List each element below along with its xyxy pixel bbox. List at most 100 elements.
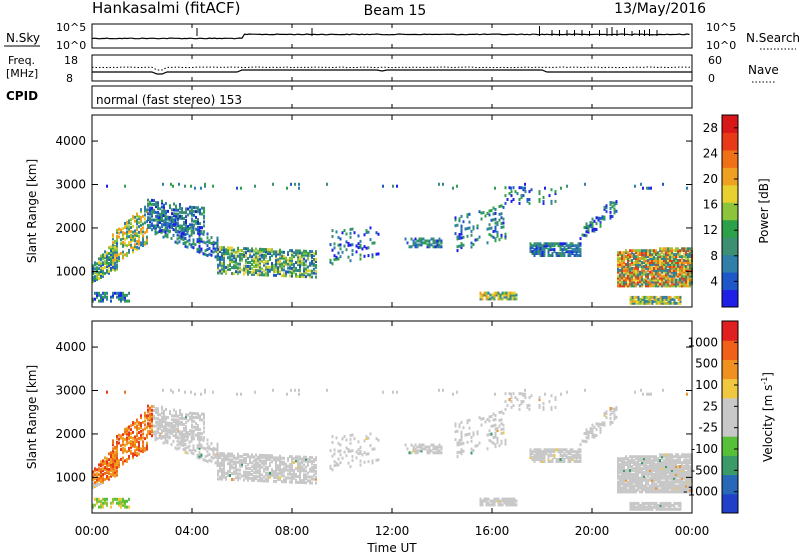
power-cell — [647, 264, 649, 268]
power-cell — [518, 186, 521, 190]
power-cell — [182, 236, 185, 240]
velocity-cell — [687, 470, 689, 474]
velocity-cell — [687, 476, 689, 480]
power-cell — [649, 257, 651, 260]
velocity-cell — [514, 396, 517, 400]
velocity-cell — [422, 443, 425, 447]
velocity-cell — [265, 477, 267, 481]
velocity-cell — [191, 437, 193, 441]
power-cell — [677, 282, 679, 286]
power-cell — [118, 297, 120, 301]
power-cell — [460, 224, 463, 228]
power-cell — [587, 224, 590, 228]
power-cell — [359, 257, 362, 261]
power-cell — [100, 295, 102, 299]
velocity-cell — [669, 463, 671, 466]
power-cell — [233, 272, 235, 276]
power-cell — [120, 242, 122, 246]
power-cell — [392, 184, 394, 188]
power-cell — [177, 212, 179, 216]
velocity-cell — [561, 458, 564, 461]
velocity-cell — [496, 438, 499, 442]
power-cell — [231, 258, 233, 262]
power-cell — [645, 257, 647, 260]
power-cell — [655, 276, 657, 280]
power-cell — [641, 278, 643, 282]
velocity-cell — [639, 468, 641, 472]
power-cell — [625, 268, 627, 272]
velocity-cell — [223, 456, 225, 460]
power-cell — [124, 237, 126, 241]
power-cell — [683, 282, 685, 286]
velocity-cell — [272, 388, 274, 392]
power-cell — [182, 238, 185, 242]
velocity-cell — [178, 442, 181, 446]
velocity-cell — [249, 461, 251, 465]
power-cell — [289, 274, 291, 278]
power-cell — [681, 270, 683, 274]
power-cell — [637, 282, 639, 286]
velocity-cell — [549, 454, 552, 458]
power-cell — [613, 201, 616, 205]
velocity-cell — [309, 479, 311, 483]
power-cell — [436, 239, 439, 243]
power-cell — [157, 205, 159, 209]
velocity-cell — [657, 480, 659, 484]
power-cell — [223, 248, 225, 252]
velocity-cell — [295, 472, 297, 476]
velocity-cell — [269, 454, 271, 458]
power-cell — [199, 212, 201, 216]
power-cell — [104, 266, 106, 269]
velocity-cell — [377, 438, 380, 442]
power-cell — [345, 248, 348, 252]
power-cell — [369, 226, 372, 230]
power-cell — [637, 301, 640, 305]
velocity-cell — [637, 478, 639, 482]
velocity-cell — [689, 468, 691, 472]
power-cell — [277, 262, 279, 266]
velocity-cell — [161, 431, 163, 435]
power-cell — [619, 278, 621, 282]
velocity-cell — [295, 480, 297, 484]
velocity-cell — [687, 459, 689, 463]
power-cell — [657, 284, 659, 288]
velocity-cell — [641, 472, 643, 476]
power-cell — [585, 222, 588, 226]
velocity-cell — [545, 452, 548, 456]
power-cell — [641, 251, 643, 255]
velocity-cell — [287, 458, 289, 462]
power-cell — [617, 280, 619, 284]
velocity-cell — [193, 419, 195, 423]
power-cell — [524, 186, 526, 190]
power-cell — [382, 184, 384, 188]
power-cell — [253, 271, 255, 274]
velocity-cell — [263, 469, 265, 473]
velocity-cell — [313, 458, 315, 462]
velocity-cell — [687, 474, 689, 478]
velocity-cell — [635, 490, 637, 494]
power-cell — [130, 239, 132, 243]
velocity-cell — [460, 420, 463, 424]
power-cell — [275, 260, 277, 264]
velocity-cell — [184, 448, 187, 452]
velocity-cell — [561, 460, 564, 463]
velocity-cell — [153, 424, 155, 428]
power-cell — [679, 278, 681, 282]
velocity-cell — [633, 480, 635, 484]
velocity-cell — [94, 481, 96, 485]
power-cell — [251, 267, 253, 270]
velocity-cell — [653, 468, 655, 472]
power-cell — [195, 221, 197, 225]
velocity-cell — [677, 455, 679, 459]
power-cell — [287, 270, 289, 274]
power-cell — [687, 272, 689, 276]
power-cell — [579, 250, 582, 254]
velocity-cell — [557, 450, 560, 454]
velocity-cell — [685, 455, 687, 459]
velocity-cell — [219, 452, 221, 456]
power-cell — [122, 233, 124, 236]
power-cell — [649, 301, 652, 305]
velocity-cell — [665, 468, 667, 472]
velocity-cell — [291, 459, 293, 463]
velocity-cell — [669, 459, 671, 463]
